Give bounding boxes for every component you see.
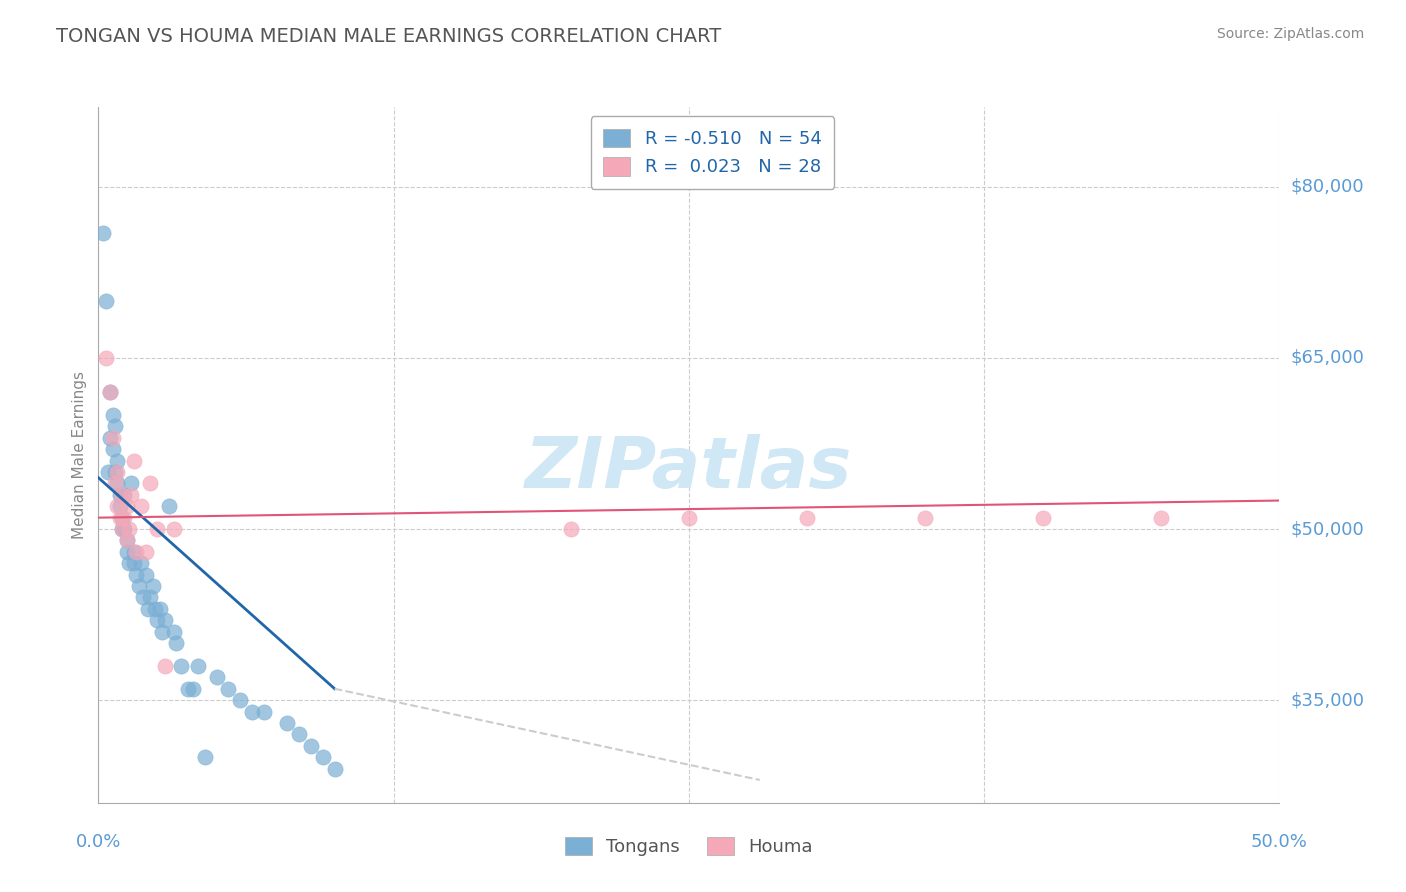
Point [121,488,143,502]
Point [205,670,228,684]
Point [115,533,138,548]
Text: TONGAN VS HOUMA MEDIAN MALE EARNINGS CORRELATION CHART: TONGAN VS HOUMA MEDIAN MALE EARNINGS COR… [56,27,721,45]
Y-axis label: Median Male Earnings: Median Male Earnings [72,371,87,539]
Text: Source: ZipAtlas.com: Source: ZipAtlas.com [1216,27,1364,41]
Text: ZIPatlas: ZIPatlas [526,434,852,503]
Point [177,681,200,696]
Point [139,476,162,491]
Point [122,556,145,570]
Point [122,453,145,467]
Point [108,500,131,514]
Point [560,522,582,536]
Point [150,624,173,639]
Point [115,533,138,548]
Point [94,293,117,308]
Point [229,693,252,707]
Point [240,705,263,719]
Point [153,659,176,673]
Point [125,545,148,559]
Point [135,545,157,559]
Point [299,739,322,753]
Point [135,567,157,582]
Point [181,681,204,696]
Text: $35,000: $35,000 [1291,691,1365,709]
Point [125,567,148,582]
Point [105,465,128,479]
Point [146,613,169,627]
Point [112,510,135,524]
Point [111,488,134,502]
Point [108,488,131,502]
Point [122,545,145,559]
Point [1032,510,1054,524]
Point [678,510,700,524]
Point [97,465,120,479]
Text: 50.0%: 50.0% [1251,833,1308,851]
Point [143,602,166,616]
Point [98,385,121,400]
Point [142,579,165,593]
Point [128,579,150,593]
Point [101,408,124,422]
Point [1150,510,1173,524]
Point [112,488,135,502]
Point [111,510,134,524]
Point [104,465,127,479]
Point [276,715,298,730]
Point [139,591,162,605]
Text: $50,000: $50,000 [1291,520,1364,538]
Point [129,500,152,514]
Text: $80,000: $80,000 [1291,178,1364,196]
Point [98,431,121,445]
Point [253,705,276,719]
Point [136,602,159,616]
Point [118,556,141,570]
Point [105,453,128,467]
Text: 0.0%: 0.0% [76,833,121,851]
Point [101,431,124,445]
Point [115,545,138,559]
Point [146,522,169,536]
Point [153,613,176,627]
Point [118,522,141,536]
Point [112,522,135,536]
Point [108,510,131,524]
Text: $65,000: $65,000 [1291,349,1364,367]
Point [111,522,134,536]
Point [163,624,186,639]
Point [165,636,187,650]
Point [91,226,114,240]
Point [914,510,936,524]
Point [105,500,128,514]
Point [217,681,239,696]
Point [104,476,127,491]
Point [94,351,117,365]
Point [170,659,193,673]
Point [121,476,143,491]
Point [796,510,818,524]
Point [105,476,128,491]
Point [98,385,121,400]
Point [115,500,138,514]
Point [323,762,346,776]
Point [101,442,124,457]
Point [104,419,127,434]
Point [157,500,180,514]
Legend: Tongans, Houma: Tongans, Houma [558,830,820,863]
Point [111,522,134,536]
Point [288,727,311,741]
Point [187,659,209,673]
Point [194,750,217,764]
Point [312,750,335,764]
Point [149,602,172,616]
Point [163,522,186,536]
Point [129,556,152,570]
Point [132,591,155,605]
